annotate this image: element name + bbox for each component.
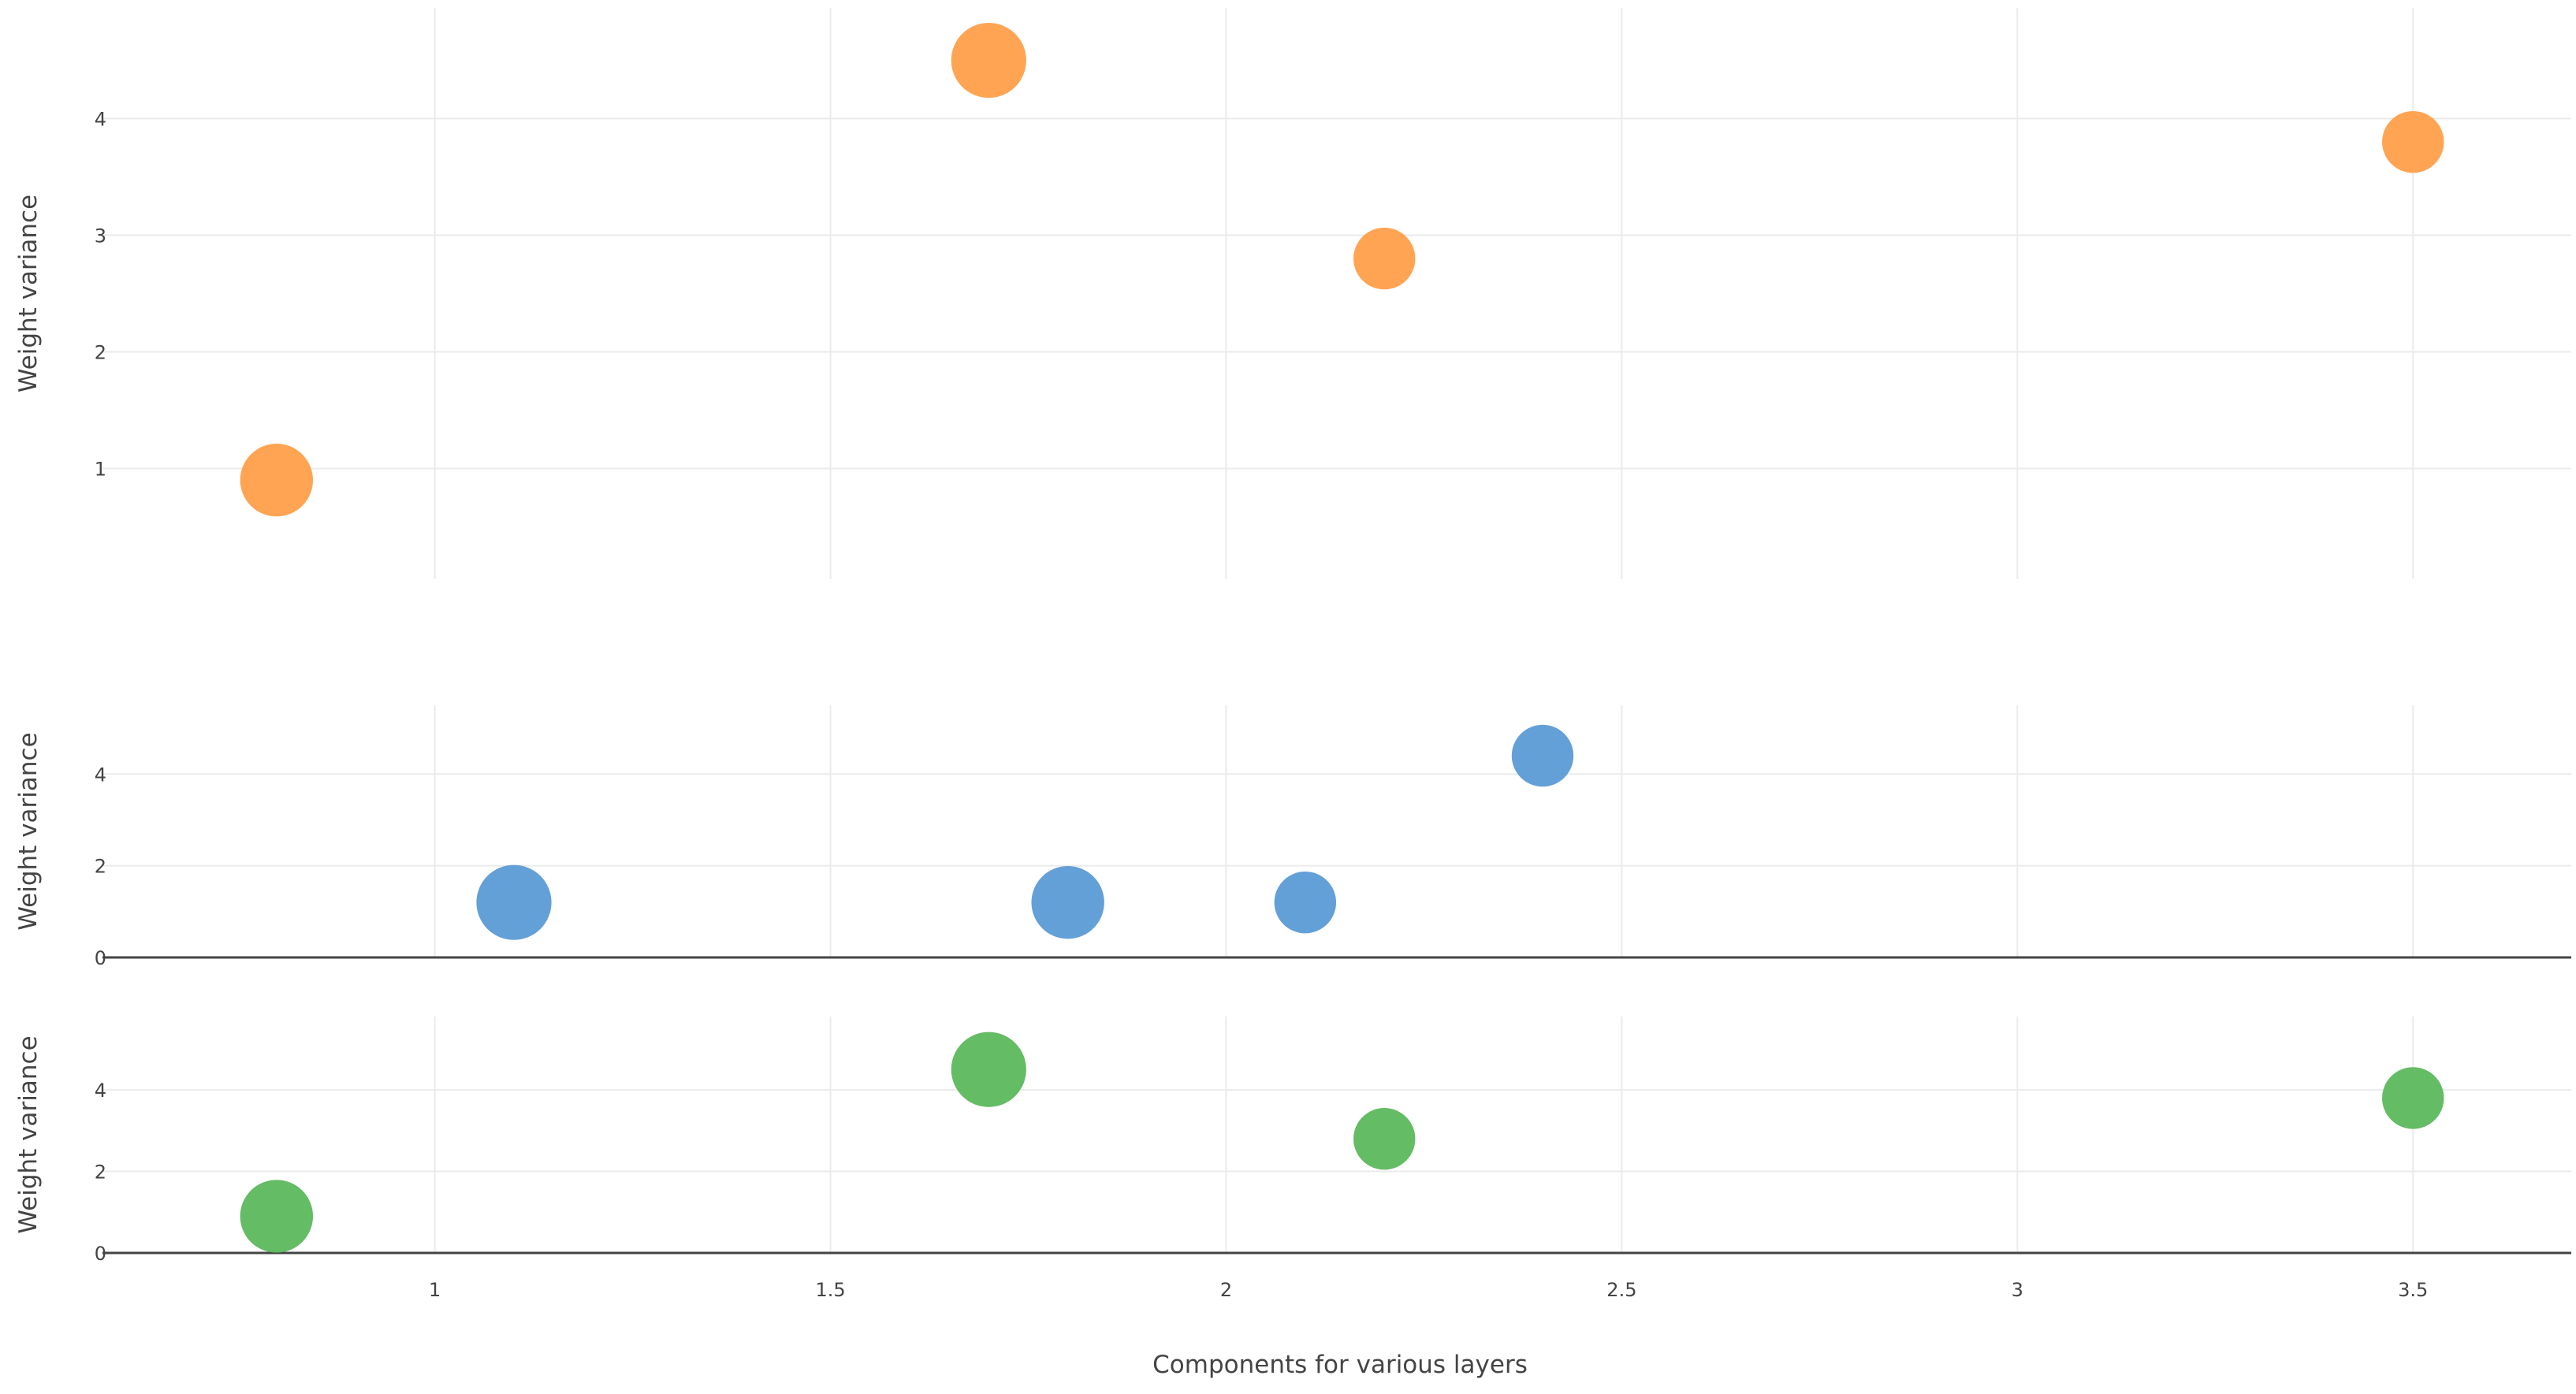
y-tick-label: 4: [95, 1080, 106, 1102]
y-tick-label: 2: [95, 1162, 106, 1184]
data-point[interactable]: [1274, 871, 1337, 934]
data-point[interactable]: [1511, 724, 1574, 787]
axis-title-layer: Components for various layers Weight var…: [14, 195, 1528, 1379]
data-point[interactable]: [951, 1032, 1026, 1107]
y-tick-label: 2: [95, 856, 106, 878]
y-tick-label: 0: [95, 947, 106, 969]
data-point[interactable]: [240, 444, 314, 517]
data-point[interactable]: [1031, 865, 1104, 939]
y-tick-label: 3: [95, 225, 106, 247]
y-axis-title: Weight variance: [14, 1035, 43, 1233]
x-tick-label: 3.5: [2398, 1279, 2428, 1301]
data-point[interactable]: [2382, 1067, 2444, 1129]
zero-line-layer: [102, 956, 2571, 1255]
data-points-layer: [240, 22, 2444, 1253]
x-tick-label: 2: [1220, 1279, 1232, 1301]
y-axis-title: Weight variance: [14, 732, 43, 930]
data-point[interactable]: [1353, 1107, 1416, 1170]
y-tick-label: 4: [95, 764, 106, 786]
y-tick-label: 4: [95, 109, 106, 131]
y-tick-label: 0: [95, 1243, 106, 1265]
x-tick-label: 1: [429, 1279, 441, 1301]
x-tick-label: 2.5: [1606, 1279, 1636, 1301]
x-tick-label: 3: [2012, 1279, 2023, 1301]
y-axis-title: Weight variance: [14, 195, 43, 392]
grid-layer: [102, 8, 2571, 1253]
data-point[interactable]: [1353, 227, 1416, 290]
data-point[interactable]: [476, 864, 552, 940]
y-tick-label: 1: [95, 458, 106, 480]
data-point[interactable]: [240, 1180, 314, 1253]
data-point[interactable]: [2382, 110, 2444, 173]
x-axis-title: Components for various layers: [1152, 1351, 1528, 1379]
x-tick-label: 1.5: [815, 1279, 845, 1301]
data-point[interactable]: [951, 22, 1026, 99]
tick-label-layer: 1 1.5 2 2.5 3 3.5 1 2 3 4 0 2 4 0 2 4: [95, 109, 2429, 1301]
y-tick-label: 2: [95, 341, 106, 363]
